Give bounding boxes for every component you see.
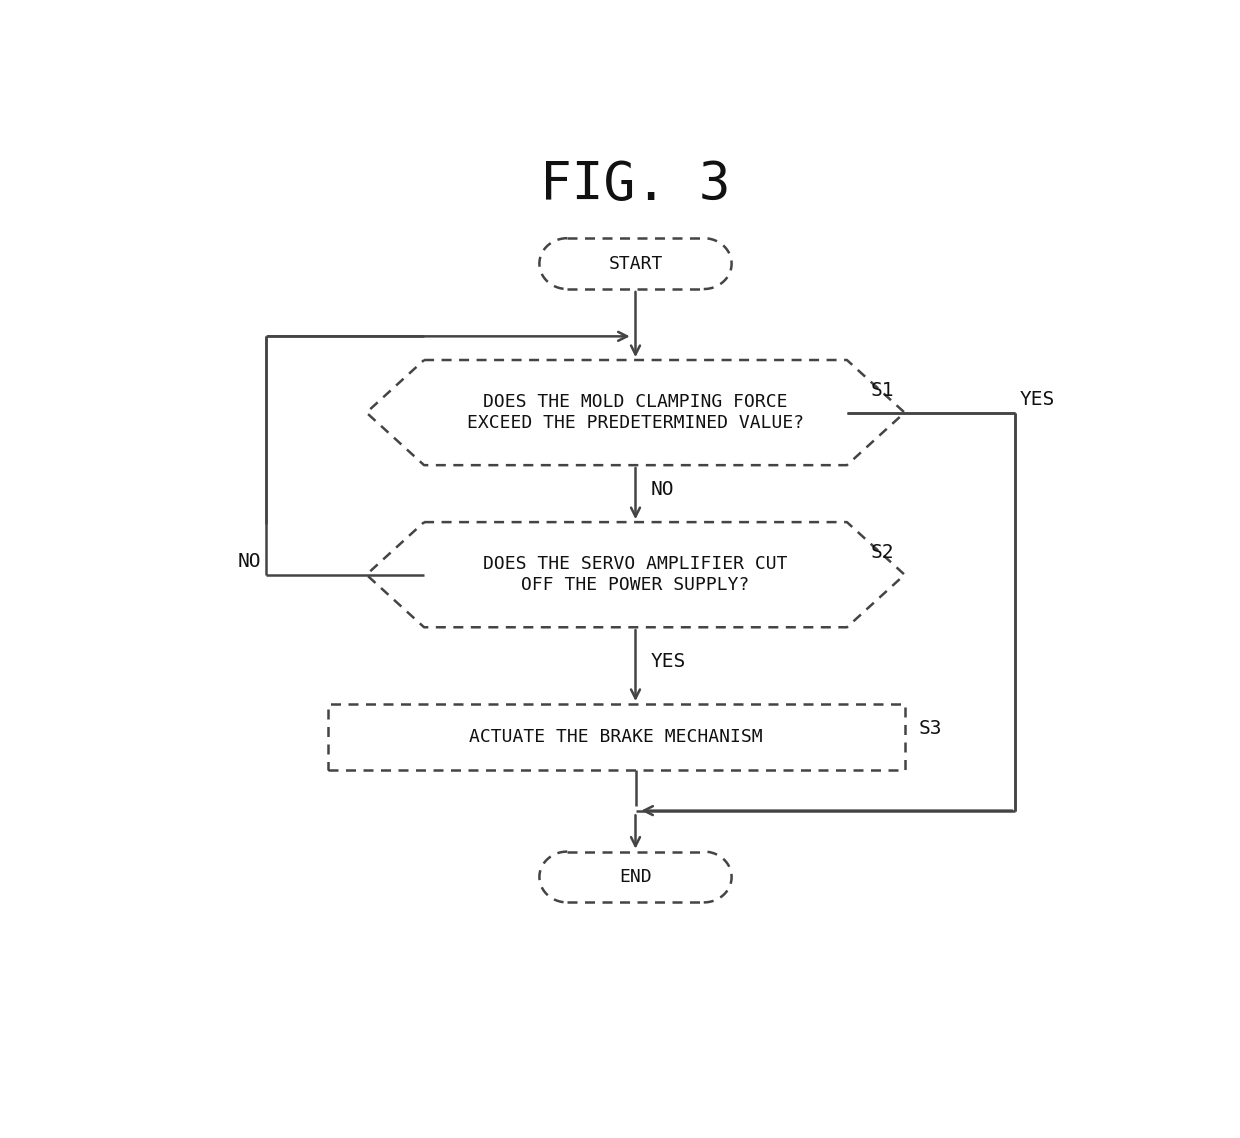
Ellipse shape: [539, 851, 595, 902]
Text: NO: NO: [651, 480, 675, 498]
Text: S2: S2: [870, 543, 894, 562]
Ellipse shape: [676, 851, 732, 902]
Text: DOES THE SERVO AMPLIFIER CUT
OFF THE POWER SUPPLY?: DOES THE SERVO AMPLIFIER CUT OFF THE POW…: [484, 555, 787, 594]
Text: YES: YES: [1019, 390, 1055, 409]
Polygon shape: [367, 360, 905, 465]
Polygon shape: [367, 522, 905, 627]
Ellipse shape: [539, 238, 595, 289]
Bar: [567, 238, 704, 289]
Text: DOES THE MOLD CLAMPING FORCE
EXCEED THE PREDETERMINED VALUE?: DOES THE MOLD CLAMPING FORCE EXCEED THE …: [467, 394, 804, 432]
Text: S3: S3: [919, 718, 942, 737]
Text: NO: NO: [237, 552, 260, 571]
Text: YES: YES: [651, 652, 686, 670]
Bar: [327, 704, 905, 769]
Text: FIG. 3: FIG. 3: [541, 159, 730, 211]
Text: S1: S1: [870, 381, 894, 401]
Ellipse shape: [676, 238, 732, 289]
Text: ACTUATE THE BRAKE MECHANISM: ACTUATE THE BRAKE MECHANISM: [470, 728, 763, 745]
Bar: [567, 851, 704, 902]
Text: START: START: [609, 255, 662, 273]
Text: END: END: [619, 868, 652, 887]
